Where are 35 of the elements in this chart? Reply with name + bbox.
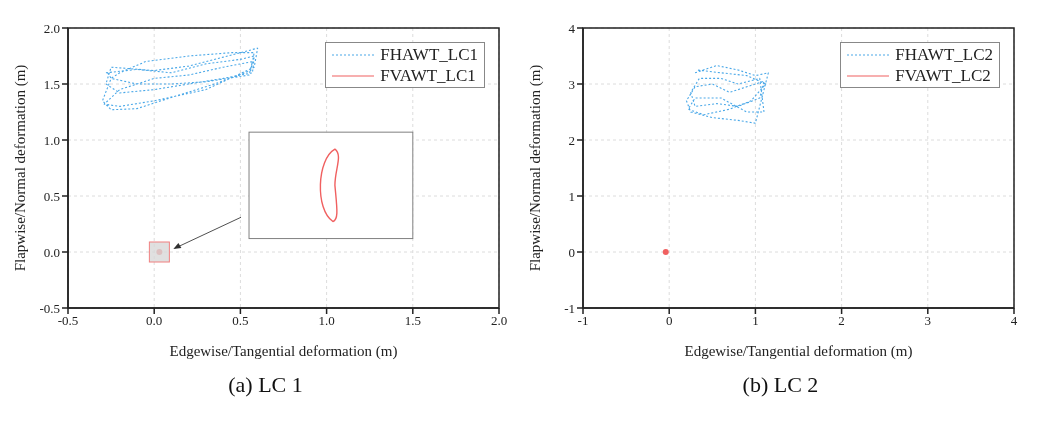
y-tick-label: 0 — [568, 244, 575, 260]
x-tick-label: 2 — [838, 313, 845, 329]
y-tick-label: -1 — [564, 300, 575, 316]
y-tick-label: 0.5 — [43, 188, 60, 204]
legend-label: FVAWT_LC1 — [380, 65, 476, 86]
y-tick-label: 1.5 — [43, 76, 60, 92]
legend-label: FVAWT_LC2 — [895, 65, 991, 86]
y-axis-title: Flapwise/Normal deformation (m) — [12, 64, 30, 272]
x-axis-title: Edgewise/Tangential deformation (m) — [684, 343, 913, 360]
y-tick-label: 3 — [568, 76, 575, 92]
x-tick-label: 3 — [924, 313, 932, 329]
y-tick-label: 4 — [568, 20, 576, 36]
text: (b) LC 2 — [741, 372, 820, 398]
x-tick-label: 0 — [665, 313, 673, 329]
line-series — [101, 47, 259, 111]
line-series — [685, 64, 769, 124]
text: (a) LC 1 — [227, 372, 304, 398]
x-axis-title: Edgewise/Tangential deformation (m) — [169, 343, 398, 360]
x-tick-label: 1.0 — [318, 313, 335, 329]
x-tick-label: 4 — [1010, 313, 1018, 329]
y-tick-label: 1 — [568, 188, 575, 204]
y-tick-label: 0.0 — [43, 244, 60, 260]
y-tick-label: 2 — [568, 132, 575, 148]
x-tick-label: 1.5 — [404, 313, 421, 329]
legend-label: FHAWT_LC1 — [380, 44, 478, 65]
y-tick-label: 2.0 — [43, 20, 60, 36]
x-tick-label: 2.0 — [490, 313, 508, 329]
legend-label: FHAWT_LC2 — [895, 44, 993, 65]
y-axis-title: Flapwise/Normal deformation (m) — [527, 64, 545, 272]
y-tick-label: -0.5 — [39, 300, 60, 316]
x-tick-label: 0.5 — [232, 313, 249, 329]
x-tick-label: 0.0 — [146, 313, 163, 329]
y-tick-label: 1.0 — [43, 132, 60, 148]
x-tick-label: 1 — [752, 313, 759, 329]
x-tick-label: -0.5 — [57, 313, 79, 329]
